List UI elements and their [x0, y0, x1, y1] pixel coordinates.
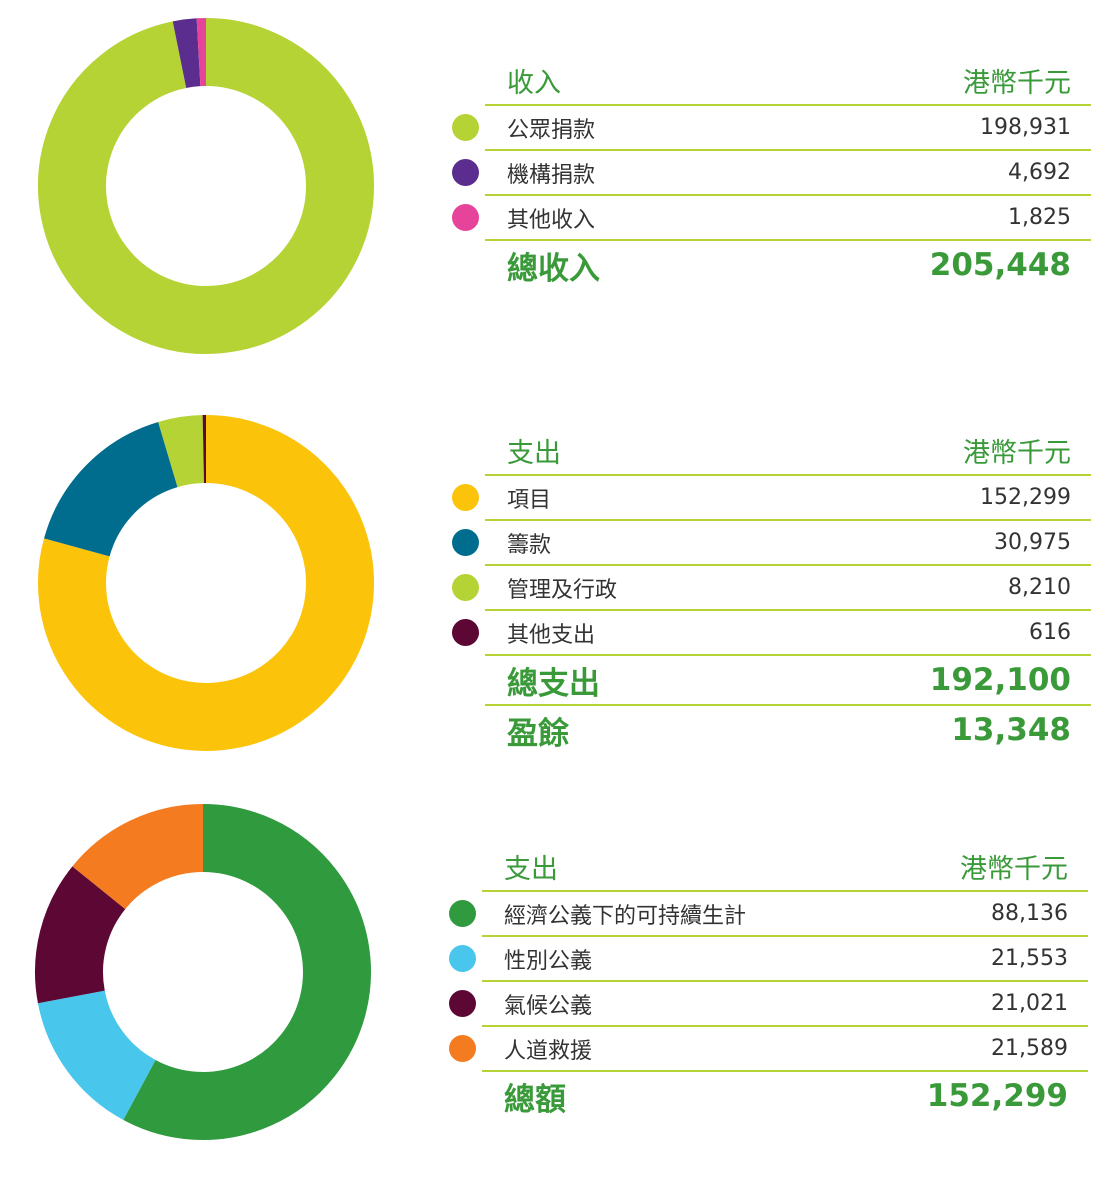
- expenditure-donut-chart: [0, 398, 410, 778]
- legend-label: 氣候公義: [504, 993, 593, 1019]
- legend-dot: [452, 529, 479, 556]
- legend-value: 1,825: [1008, 205, 1071, 230]
- legend-row: 項目 152,299: [452, 476, 1091, 521]
- total-row: 總額 152,299: [482, 1072, 1088, 1120]
- legend-dot: [452, 159, 479, 186]
- legend-value: 616: [1029, 620, 1071, 645]
- legend-value: 88,136: [991, 901, 1068, 926]
- income-donut-chart: [0, 0, 410, 380]
- surplus-label: 盈餘: [507, 715, 569, 752]
- legend-label: 項目: [507, 487, 552, 513]
- legend-label: 機構捐款: [507, 162, 596, 188]
- legend-value: 21,553: [991, 946, 1068, 971]
- donut-slice-4: [72, 804, 205, 910]
- total-label: 總收入: [507, 250, 600, 287]
- legend-row: 其他收入 1,825: [452, 196, 1091, 241]
- total-label: 總支出: [507, 665, 600, 702]
- donut-slice-2: [37, 989, 157, 1120]
- donut-slice-3: [35, 866, 126, 1004]
- expenditure-table: 支出 港幣千元 項目 152,299 籌款 30,975 管理及行政 8,210…: [452, 430, 1091, 754]
- legend-dot: [449, 1035, 476, 1062]
- income-table: 收入 港幣千元 公眾捐款 198,931 機構捐款 4,692 其他收入 1,8…: [452, 60, 1091, 289]
- legend-value: 21,021: [991, 991, 1068, 1016]
- legend-value: 8,210: [1008, 575, 1071, 600]
- table-header: 支出 港幣千元: [482, 846, 1088, 892]
- legend-label: 其他支出: [507, 622, 596, 648]
- unit-label: 港幣千元: [963, 68, 1071, 99]
- legend-row: 人道救援 21,589: [449, 1027, 1088, 1072]
- legend-dot: [449, 990, 476, 1017]
- total-row: 總收入 205,448: [485, 241, 1091, 289]
- legend-dot: [452, 204, 479, 231]
- donut-slice-2: [44, 421, 179, 558]
- table-header: 收入 港幣千元: [485, 60, 1091, 106]
- donut-slice-1: [123, 804, 371, 1140]
- legend-dot: [452, 114, 479, 141]
- total-row: 總支出 192,100: [485, 656, 1091, 706]
- legend-row: 籌款 30,975: [452, 521, 1091, 566]
- surplus-value: 13,348: [951, 712, 1071, 748]
- legend-label: 管理及行政: [507, 577, 618, 603]
- legend-row: 性別公義 21,553: [449, 937, 1088, 982]
- legend-label: 人道救援: [504, 1038, 593, 1064]
- table-header: 支出 港幣千元: [485, 430, 1091, 476]
- income-donut-svg: [38, 18, 374, 354]
- legend-dot: [452, 484, 479, 511]
- legend-row: 機構捐款 4,692: [452, 151, 1091, 196]
- unit-label: 港幣千元: [960, 854, 1068, 885]
- legend-dot: [452, 619, 479, 646]
- programme-donut-chart: [0, 782, 410, 1162]
- donut-slice-2: [172, 18, 202, 89]
- donut-slice-1: [38, 415, 374, 751]
- header-label: 支出: [504, 854, 558, 885]
- header-label: 支出: [507, 438, 561, 469]
- legend-label: 籌款: [507, 532, 552, 558]
- header-label: 收入: [507, 68, 561, 99]
- legend-value: 21,589: [991, 1036, 1068, 1061]
- expenditure-donut-svg: [38, 415, 374, 751]
- legend-value: 30,975: [994, 530, 1071, 555]
- legend-value: 198,931: [980, 115, 1071, 140]
- programme-donut-svg: [35, 804, 371, 1140]
- total-value: 152,299: [926, 1078, 1068, 1114]
- programme-table: 支出 港幣千元 經濟公義下的可持續生計 88,136 性別公義 21,553 氣…: [449, 846, 1088, 1120]
- unit-label: 港幣千元: [963, 438, 1071, 469]
- legend-dot: [449, 945, 476, 972]
- total-value: 205,448: [929, 247, 1071, 283]
- legend-row: 經濟公義下的可持續生計 88,136: [449, 892, 1088, 937]
- total-label: 總額: [504, 1081, 566, 1118]
- surplus-row: 盈餘 13,348: [485, 706, 1091, 754]
- legend-row: 其他支出 616: [452, 611, 1091, 656]
- donut-slice-1: [38, 18, 374, 354]
- total-value: 192,100: [929, 662, 1071, 698]
- legend-label: 經濟公義下的可持續生計: [504, 903, 747, 929]
- legend-label: 性別公義: [504, 948, 593, 974]
- legend-dot: [449, 900, 476, 927]
- legend-label: 公眾捐款: [507, 117, 596, 143]
- legend-dot: [452, 574, 479, 601]
- donut-slice-3: [158, 415, 206, 488]
- legend-label: 其他收入: [507, 207, 596, 233]
- legend-value: 152,299: [980, 485, 1071, 510]
- legend-row: 氣候公義 21,021: [449, 982, 1088, 1027]
- legend-value: 4,692: [1008, 160, 1071, 185]
- legend-row: 公眾捐款 198,931: [452, 106, 1091, 151]
- legend-row: 管理及行政 8,210: [452, 566, 1091, 611]
